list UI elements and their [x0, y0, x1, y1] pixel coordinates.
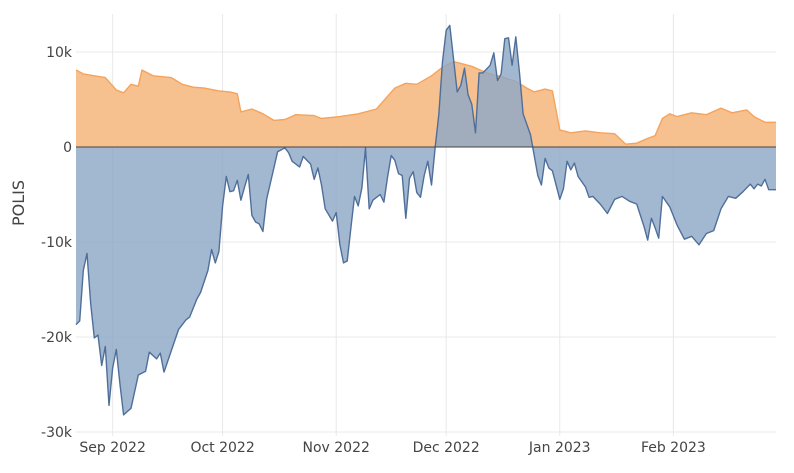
y-tick-label: -30k [41, 425, 73, 441]
y-tick-label: -10k [41, 235, 73, 251]
y-axis-ticks: 10k 0 -10k -20k -30k [41, 45, 73, 441]
series-area-1 [76, 25, 776, 415]
x-tick-label: Dec 2022 [413, 440, 480, 456]
x-tick-label: Sep 2022 [79, 440, 145, 456]
series-line-0 [75, 60, 776, 145]
x-tick-label: Feb 2023 [641, 440, 706, 456]
x-tick-label: Nov 2022 [303, 440, 370, 456]
series-areas [75, 24, 776, 416]
x-tick-label: Jan 2023 [528, 440, 591, 456]
y-tick-label: 10k [46, 45, 73, 61]
x-axis-ticks: Sep 2022 Oct 2022 Nov 2022 Dec 2022 Jan 2023… [79, 440, 705, 456]
y-tick-label: -20k [41, 330, 73, 346]
y-axis-title: POLIS [9, 180, 28, 226]
series-line-1 [75, 24, 776, 416]
series-area-0 [76, 61, 776, 147]
x-tick-label: Oct 2022 [190, 440, 254, 456]
y-tick-label: 0 [63, 140, 72, 156]
